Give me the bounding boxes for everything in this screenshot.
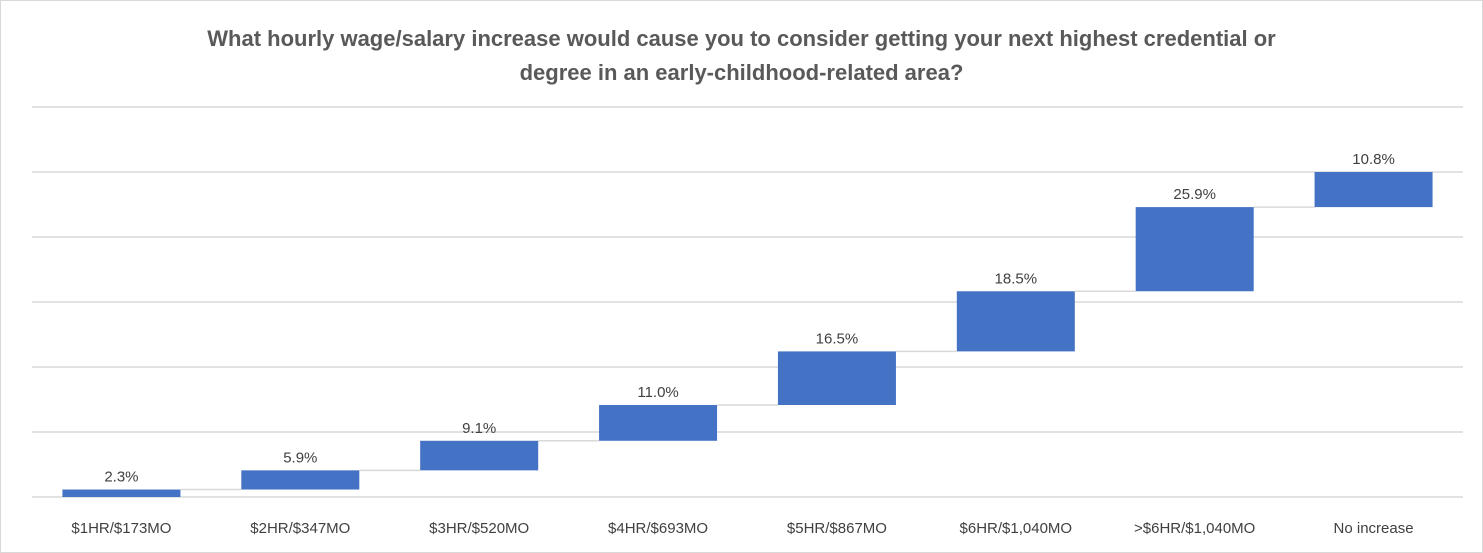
bar-2 <box>420 440 539 471</box>
data-label-1: 5.9% <box>283 449 317 466</box>
data-label-4: 16.5% <box>816 330 859 347</box>
bar-5 <box>956 291 1075 352</box>
bar-3 <box>599 405 718 441</box>
category-label-6: >$6HR/$1,040MO <box>1134 520 1255 537</box>
data-label-6: 25.9% <box>1173 186 1216 203</box>
data-label-3: 11.0% <box>637 384 678 401</box>
chart-title: What hourly wage/salary increase would c… <box>0 22 1483 90</box>
category-label-1: $2HR/$347MO <box>250 520 350 537</box>
bars <box>62 172 1433 497</box>
gridlines <box>32 106 1463 498</box>
category-label-4: $5HR/$867MO <box>787 520 887 537</box>
data-label-7: 10.8% <box>1352 151 1395 168</box>
chart-title-line-1: What hourly wage/salary increase would c… <box>207 26 1276 51</box>
data-label-0: 2.3% <box>104 469 138 486</box>
bar-4 <box>777 351 896 406</box>
data-label-2: 9.1% <box>462 420 496 437</box>
category-label-3: $4HR/$693MO <box>608 520 708 537</box>
data-labels: 2.3% 5.9% 9.1% 11.0% 16.5% 18.5% 25.9% 10.8% <box>104 151 1395 486</box>
bar-6 <box>1135 207 1254 292</box>
category-label-0: $1HR/$173MO <box>71 520 171 537</box>
category-label-2: $3HR/$520MO <box>429 520 529 537</box>
category-label-7: No increase <box>1334 520 1414 537</box>
category-label-5: $6HR/$1,040MO <box>960 520 1073 537</box>
bar-1 <box>241 470 360 490</box>
bar-7 <box>1314 172 1433 208</box>
category-axis-labels: $1HR/$173MO $2HR/$347MO $3HR/$520MO $4HR/$6… <box>71 520 1413 537</box>
bar-0 <box>62 489 181 497</box>
data-label-5: 18.5% <box>995 270 1038 287</box>
connector-lines <box>180 206 1315 491</box>
chart-title-line-2: degree in an early-childhood-related are… <box>519 60 964 85</box>
